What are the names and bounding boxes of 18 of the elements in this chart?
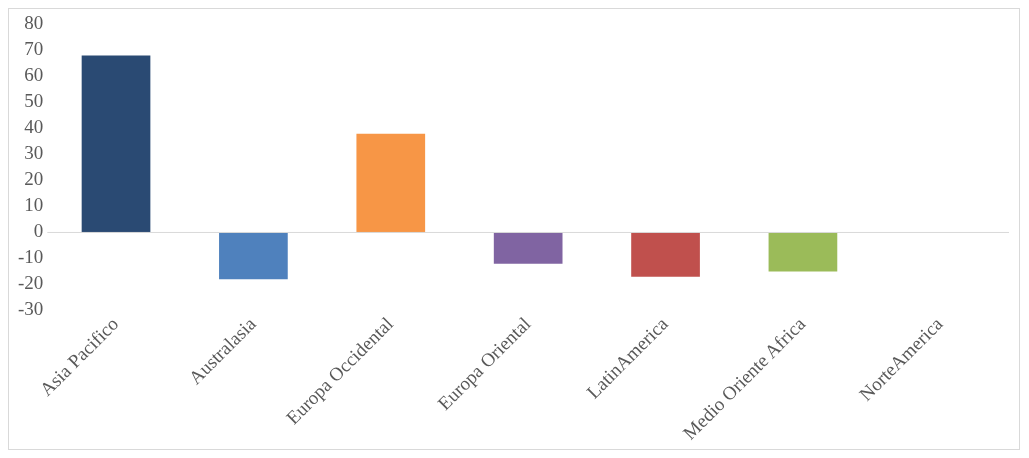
y-tick-label: 40 [24,116,44,138]
y-tick-label: -30 [18,298,44,320]
y-tick-label: -10 [18,246,44,268]
y-tick-label: -20 [18,272,44,294]
bar [219,232,288,280]
y-tick-label: 10 [24,194,44,216]
y-tick-label: 80 [24,12,44,34]
y-tick-label: 50 [24,90,44,112]
bar [81,55,151,233]
y-tick-label: 0 [33,220,44,242]
bar [493,232,563,264]
bar [768,232,838,272]
y-tick-label: 70 [24,38,44,60]
y-tick-label: 20 [24,168,44,190]
y-tick-label: 30 [24,142,44,164]
bar [631,232,700,277]
bar [356,133,426,233]
y-tick-label: 60 [24,64,44,86]
